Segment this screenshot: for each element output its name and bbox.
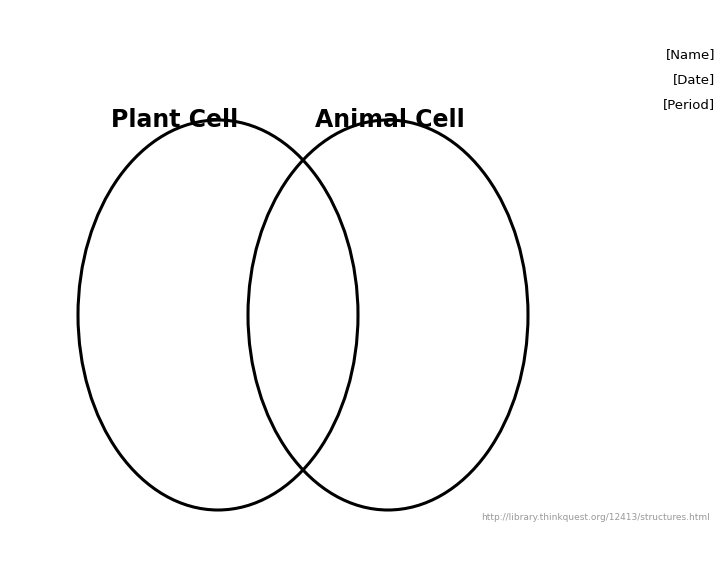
- Text: http://library.thinkquest.org/12413/structures.html: http://library.thinkquest.org/12413/stru…: [481, 513, 710, 522]
- Text: Animal Cell: Animal Cell: [315, 108, 465, 132]
- Text: Plant Cell: Plant Cell: [111, 108, 239, 132]
- Text: [Period]: [Period]: [663, 99, 715, 111]
- Text: [Name]: [Name]: [665, 48, 715, 61]
- Text: [Date]: [Date]: [673, 74, 715, 87]
